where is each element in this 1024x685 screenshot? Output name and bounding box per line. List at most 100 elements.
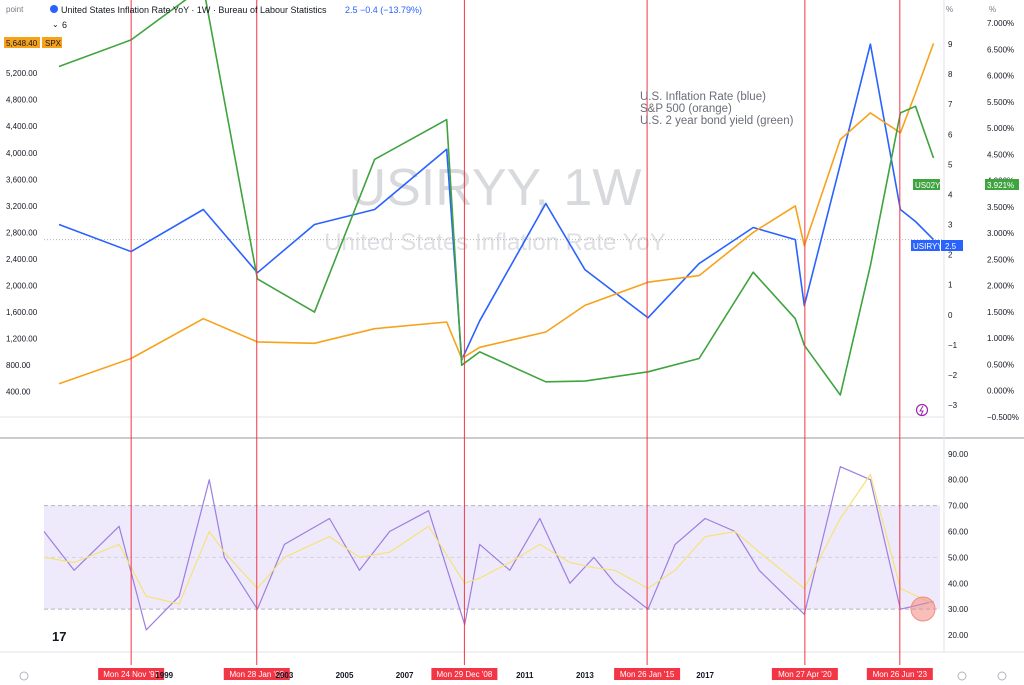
current-rsi-marker: [910, 596, 936, 622]
event-label: Mon 29 Dec '08: [437, 670, 493, 679]
event-label-badge: [98, 668, 165, 680]
usiryy-value-badge: [941, 240, 963, 251]
right-axis-tick: 7.000%: [987, 19, 1014, 28]
right-axis-tick: 2.000%: [987, 282, 1014, 291]
right-axis-tick: −0.500%: [987, 413, 1019, 422]
us02y-value-badge: [985, 179, 1019, 190]
rsi-line: [43, 466, 934, 631]
x-axis-tick: 2013: [576, 671, 594, 680]
x-axis-tick: 2017: [696, 671, 714, 680]
rsi-axis-tick: 70.00: [948, 502, 969, 511]
right-axis-tick: 5.000%: [987, 124, 1014, 133]
event-label-badge: [614, 668, 681, 680]
spx-symbol-badge: [42, 37, 62, 48]
mid-axis-tick: −1: [948, 341, 958, 350]
us02y-label-badge: [913, 179, 940, 190]
mid-axis-tick: 1: [948, 281, 953, 290]
mid-axis-tick: 9: [948, 40, 953, 49]
event-label: Mon 24 Nov '97: [103, 670, 159, 679]
lightning-glyph-icon: [919, 405, 924, 416]
rsi-axis-tick: 40.00: [948, 579, 969, 588]
rsi-axis-tick: 50.00: [948, 553, 969, 562]
bond-yield-line: [58, 0, 935, 396]
auto-scale-icon[interactable]: [957, 671, 967, 681]
left-axis-tick: 800.00: [6, 361, 31, 370]
right-axis-tick: 0.500%: [987, 360, 1014, 369]
change-value: −0.4 (−13.79%): [360, 5, 422, 15]
mid-axis-unit: %: [946, 5, 953, 14]
right-axis-tick: 3.500%: [987, 203, 1014, 212]
x-axis-tick: 2007: [396, 671, 414, 680]
x-axis-tick: 2003: [276, 671, 294, 680]
us02y-label: US02Y: [915, 181, 941, 190]
usiryy-value: 2.5: [945, 242, 957, 251]
legend-note-inflation: U.S. Inflation Rate (blue): [640, 91, 766, 103]
right-axis-tick: 1.500%: [987, 308, 1014, 317]
last-value: 2.5: [345, 5, 358, 15]
rsi-axis-tick: 90.00: [948, 450, 969, 459]
event-label-badge: [431, 668, 498, 680]
event-label: Mon 26 Jun '23: [873, 670, 928, 679]
mid-axis-tick: 4: [948, 190, 953, 199]
timezone-icon[interactable]: [19, 671, 29, 681]
right-axis-tick: 6.500%: [987, 45, 1014, 54]
spx-symbol: SPX: [45, 39, 62, 48]
mid-axis-tick: 3: [948, 221, 953, 230]
settings-icon[interactable]: [997, 671, 1007, 681]
event-label: Mon 26 Jan '15: [620, 670, 675, 679]
left-axis-tick: 2,800.00: [6, 228, 38, 237]
event-label: Mon 27 Apr '20: [778, 670, 832, 679]
rsi-axis-tick: 80.00: [948, 476, 969, 485]
watermark-name: United States Inflation Rate YoY: [324, 229, 666, 256]
right-axis-tick: 5.500%: [987, 98, 1014, 107]
left-axis-tick: 2,000.00: [6, 282, 38, 291]
event-label-badge: [771, 668, 838, 680]
legend-note-spx: S&P 500 (orange): [640, 103, 732, 115]
collapse-chevron-icon[interactable]: ⌄: [52, 20, 59, 29]
right-axis-tick: 4.500%: [987, 150, 1014, 159]
event-label-badge: [223, 668, 290, 680]
right-axis-tick: 3.000%: [987, 229, 1014, 238]
left-axis-tick: 4,400.00: [6, 122, 38, 131]
left-axis-tick: 5,200.00: [6, 69, 38, 78]
mid-axis-tick: 2: [948, 251, 953, 260]
left-axis-tick: 4,800.00: [6, 96, 38, 105]
x-axis-tick: 1999: [155, 671, 173, 680]
x-axis-tick: 2005: [336, 671, 354, 680]
mid-axis-tick: −2: [948, 371, 958, 380]
mid-axis-tick: 7: [948, 100, 953, 109]
left-axis-tick: 400.00: [6, 388, 31, 397]
usiryy-label: USIRYY: [913, 242, 943, 251]
rsi-axis-tick: 20.00: [948, 631, 969, 640]
right-axis-tick: 0.000%: [987, 387, 1014, 396]
left-axis-tick: 3,600.00: [6, 175, 38, 184]
rsi-ma-line: [43, 473, 934, 605]
event-label: Mon 28 Jan '02: [230, 670, 285, 679]
left-axis-tick: 1,200.00: [6, 335, 38, 344]
tradingview-logo-icon: 17: [52, 629, 66, 644]
inflation-line: [58, 43, 935, 361]
right-axis-unit: %: [989, 5, 996, 14]
right-axis-tick: 1.000%: [987, 334, 1014, 343]
spx-line: [58, 43, 935, 385]
mid-axis-tick: 0: [948, 311, 953, 320]
watermark-symbol: USIRYY, 1W: [349, 159, 642, 217]
right-axis-tick: 6.000%: [987, 72, 1014, 81]
x-axis-tick: 2011: [516, 671, 534, 680]
mid-axis-tick: −3: [948, 401, 958, 410]
left-axis-tick: 1,600.00: [6, 308, 38, 317]
us-flag-icon: [50, 5, 58, 13]
pin-label[interactable]: point: [6, 5, 24, 14]
right-axis-tick: 2.500%: [987, 255, 1014, 264]
usiryy-label-badge: [911, 240, 940, 251]
rsi-axis-tick: 30.00: [948, 605, 969, 614]
event-label-badge: [866, 668, 933, 680]
indicator-count[interactable]: 6: [62, 20, 67, 30]
mid-axis-tick: 5: [948, 160, 953, 169]
chart-title[interactable]: United States Inflation Rate YoY · 1W · …: [61, 5, 327, 15]
mid-axis-tick: 6: [948, 130, 953, 139]
left-axis-tick: 3,200.00: [6, 202, 38, 211]
spx-price-value: 5,648.40: [6, 39, 38, 48]
lightning-icon[interactable]: [915, 403, 929, 417]
